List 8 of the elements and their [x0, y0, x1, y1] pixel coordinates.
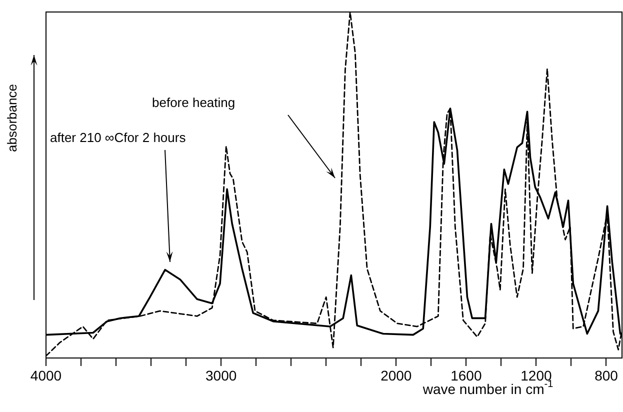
annotation: before heating: [152, 95, 236, 110]
x-tick-label: 2000: [380, 367, 412, 384]
y-axis-title: absorbance: [4, 84, 20, 152]
x-tick-label: 1600: [450, 367, 482, 384]
x-tick-label: 800: [594, 367, 618, 384]
annotation: after 210 ∞Cfor 2 hours: [50, 130, 186, 145]
x-tick-label: 3000: [206, 367, 237, 384]
x-tick-label: 4000: [30, 367, 62, 384]
